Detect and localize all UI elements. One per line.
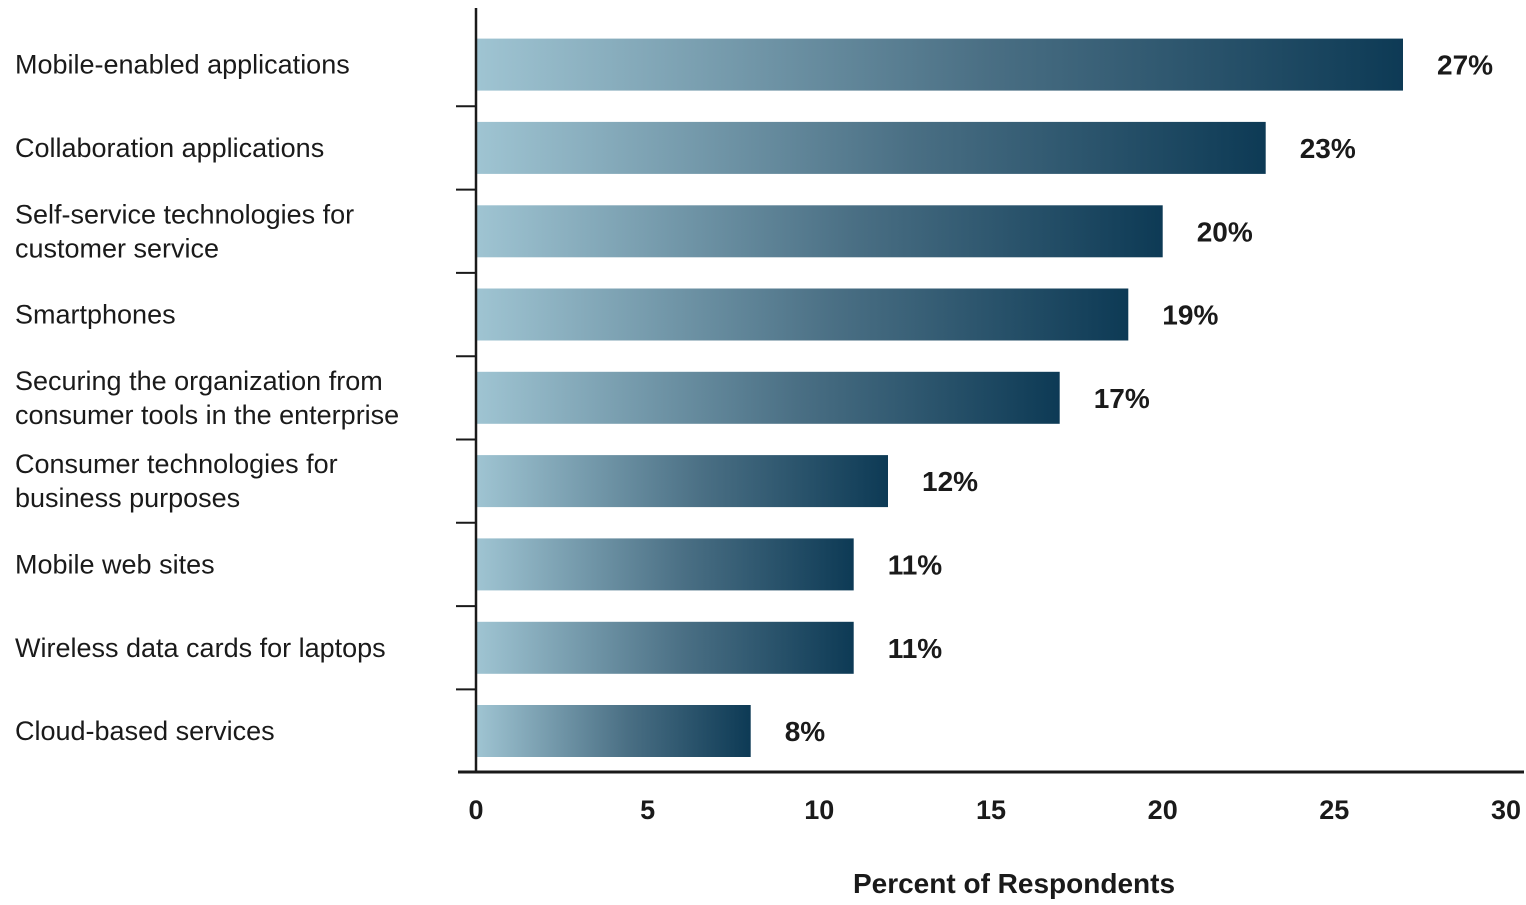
x-tick-label: 25 [1319,795,1349,825]
bar [477,288,1129,341]
value-label: 11% [888,633,943,664]
value-label: 19% [1162,300,1218,331]
value-label: 11% [888,549,943,580]
category-label: Securing the organization from consumer t… [15,366,399,430]
value-label: 27% [1437,50,1493,81]
value-label: 17% [1094,383,1150,414]
x-tick-label: 15 [976,795,1006,825]
bar [477,371,1060,424]
x-tick-label: 10 [804,795,834,825]
x-tick-label: 0 [468,795,483,825]
bar [477,705,751,757]
category-label: Collaboration applications [15,133,324,163]
bar [477,621,854,674]
category-label: Wireless data cards for laptops [15,633,386,663]
x-axis: 0 5 10 15 20 25 30 [456,8,1524,825]
bar [477,121,1266,174]
value-label: 8% [785,716,826,747]
value-label: 20% [1197,216,1253,247]
x-tick-label: 5 [640,795,655,825]
category-label: Consumer technologies for business purpos… [15,449,338,513]
category-label: Smartphones [15,300,176,330]
bar [477,205,1163,258]
x-axis-title: Percent of Respondents [853,868,1175,899]
category-label: Cloud-based services [15,716,275,746]
bar [477,455,888,508]
category-label: Mobile web sites [15,549,215,579]
value-label: 12% [922,466,978,497]
bar [477,38,1403,91]
bars-layer [477,38,1403,757]
bar [477,538,854,591]
category-label: Self-service technologies for customer se… [15,199,354,263]
value-label: 23% [1300,133,1356,164]
value-labels: 27% 23% 20% 19% 17% 12% 11% 11% 8% [785,50,1493,747]
category-labels: Mobile-enabled applications Collaboration… [15,50,399,746]
x-tick-label: 30 [1491,795,1521,825]
category-label: Mobile-enabled applications [15,50,350,80]
x-tick-label: 20 [1148,795,1178,825]
